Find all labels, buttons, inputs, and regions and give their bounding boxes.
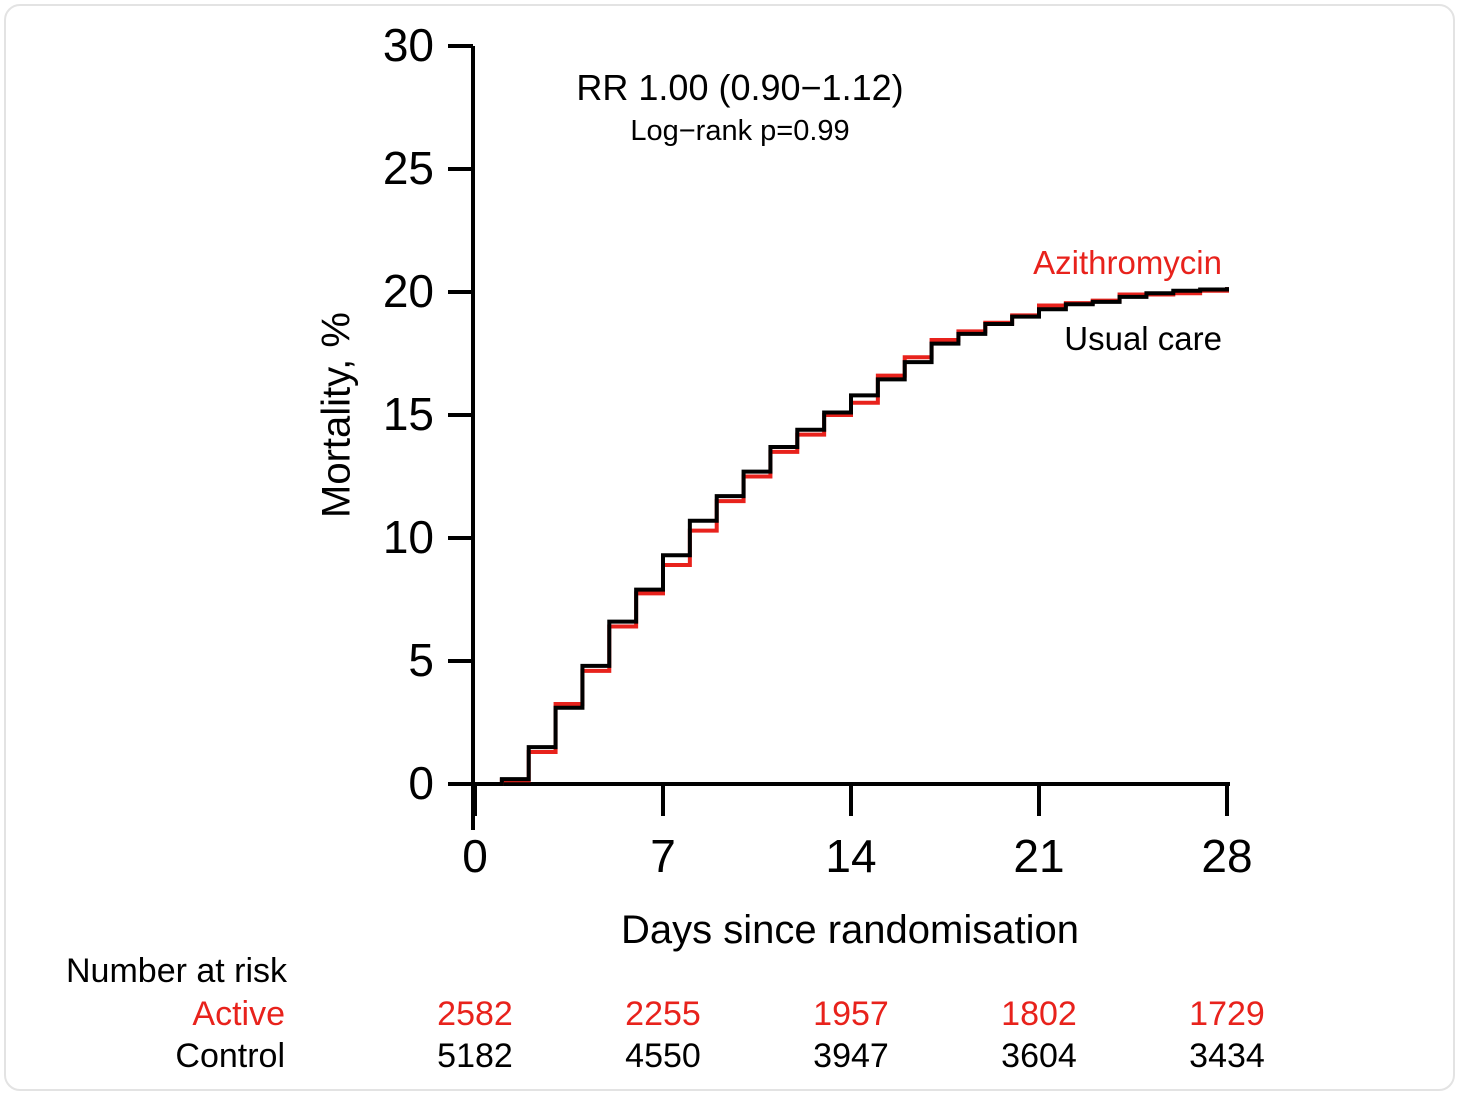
x-axis-title: Days since randomisation bbox=[621, 908, 1079, 952]
y-tick-label: 20 bbox=[383, 265, 434, 317]
x-tick-label: 14 bbox=[825, 830, 876, 882]
x-tick-label: 0 bbox=[462, 830, 488, 882]
risk-value: 3434 bbox=[1189, 1037, 1265, 1075]
risk-value: 2255 bbox=[625, 995, 701, 1033]
risk-value: 1957 bbox=[813, 995, 889, 1033]
risk-value: 3604 bbox=[1001, 1037, 1077, 1075]
x-tick-label: 21 bbox=[1013, 830, 1064, 882]
logrank-annotation: Log−rank p=0.99 bbox=[630, 115, 850, 147]
risk-value: 1729 bbox=[1189, 995, 1265, 1033]
risk-value: 5182 bbox=[437, 1037, 513, 1075]
y-tick-label: 25 bbox=[383, 142, 434, 194]
figure-card bbox=[4, 4, 1455, 1091]
x-tick-label: 28 bbox=[1201, 830, 1252, 882]
risk-row-label-control: Control bbox=[175, 1037, 285, 1075]
risk-value: 3947 bbox=[813, 1037, 889, 1075]
y-tick-label: 0 bbox=[408, 757, 434, 809]
number-at-risk-title: Number at risk bbox=[66, 952, 288, 990]
series-label-usual-care: Usual care bbox=[1064, 320, 1222, 357]
x-tick-label: 7 bbox=[650, 830, 676, 882]
y-axis-title: Mortality, % bbox=[314, 312, 359, 518]
risk-row-label-active: Active bbox=[192, 995, 285, 1033]
risk-value: 2582 bbox=[437, 995, 513, 1033]
rr-annotation: RR 1.00 (0.90−1.12) bbox=[576, 67, 904, 108]
y-tick-label: 30 bbox=[383, 19, 434, 71]
y-tick-label: 10 bbox=[383, 511, 434, 563]
y-tick-label: 5 bbox=[408, 634, 434, 686]
series-path-usual-care bbox=[475, 287, 1229, 786]
stats-annotation: RR 1.00 (0.90−1.12) Log−rank p=0.99 bbox=[576, 70, 903, 146]
risk-value: 1802 bbox=[1001, 995, 1077, 1033]
series-label-azithromycin: Azithromycin bbox=[1033, 244, 1222, 281]
y-tick-label: 15 bbox=[383, 388, 434, 440]
risk-value: 4550 bbox=[625, 1037, 701, 1075]
series-path-azithromycin bbox=[475, 287, 1229, 786]
